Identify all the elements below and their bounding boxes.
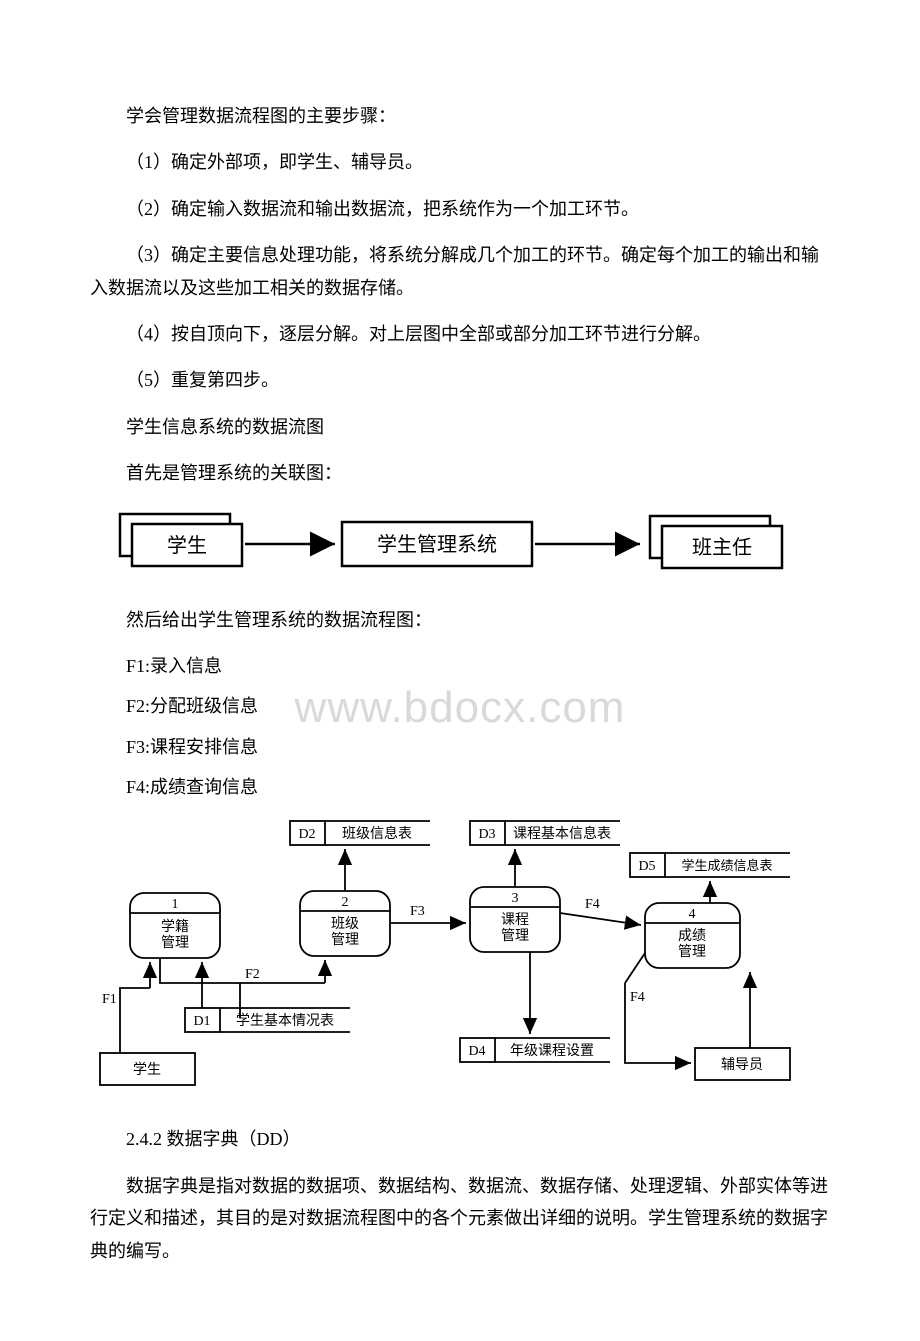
svg-text:课程基本信息表: 课程基本信息表 bbox=[513, 825, 611, 842]
svg-text:2: 2 bbox=[342, 895, 349, 910]
svg-text:成绩: 成绩 bbox=[678, 928, 706, 944]
datastore-d3: D3 课程基本信息表 bbox=[470, 821, 620, 845]
context-node-system: 学生管理系统 bbox=[377, 533, 497, 556]
flow-f2-label: F2:分配班级信息 bbox=[90, 690, 830, 722]
datastore-d5: D5 学生成绩信息表 bbox=[630, 853, 790, 877]
svg-text:学生成绩信息表: 学生成绩信息表 bbox=[681, 858, 772, 873]
svg-text:D5: D5 bbox=[638, 859, 655, 874]
step-1: （1）确定外部项，即学生、辅导员。 bbox=[90, 146, 830, 178]
section-title-dd: 2.4.2 数据字典（DD） bbox=[90, 1123, 830, 1155]
svg-text:管理: 管理 bbox=[331, 932, 359, 948]
dfd-diagram: D2 班级信息表 D3 课程基本信息表 D5 学生成绩信息表 1 学籍 bbox=[90, 813, 830, 1103]
context-diagram: 学生 学生管理系统 班主任 bbox=[110, 504, 810, 584]
process-1: 1 学籍 管理 bbox=[130, 893, 220, 958]
svg-text:F4: F4 bbox=[585, 897, 600, 912]
dfd-intro: 然后给出学生管理系统的数据流程图： bbox=[90, 604, 830, 636]
context-diagram-intro: 首先是管理系统的关联图： bbox=[90, 457, 830, 489]
flow-f4-label: F4:成绩查询信息 bbox=[90, 771, 830, 803]
svg-text:4: 4 bbox=[689, 907, 696, 922]
svg-text:管理: 管理 bbox=[161, 935, 189, 951]
step-4: （4）按自顶向下，逐层分解。对上层图中全部或部分加工环节进行分解。 bbox=[90, 318, 830, 350]
svg-text:F4: F4 bbox=[630, 990, 645, 1005]
svg-text:班级信息表: 班级信息表 bbox=[342, 825, 412, 842]
svg-text:学生基本情况表: 学生基本情况表 bbox=[236, 1012, 334, 1029]
svg-text:课程: 课程 bbox=[501, 912, 529, 928]
svg-text:D1: D1 bbox=[193, 1014, 210, 1029]
external-student: 学生 bbox=[100, 1053, 195, 1085]
step-2: （2）确定输入数据流和输出数据流，把系统作为一个加工环节。 bbox=[90, 193, 830, 225]
svg-text:D4: D4 bbox=[468, 1044, 485, 1059]
datastore-d2: D2 班级信息表 bbox=[290, 821, 430, 845]
paragraph-intro: 学会管理数据流程图的主要步骤： bbox=[90, 100, 830, 132]
external-counselor: 辅导员 bbox=[695, 1048, 790, 1080]
svg-text:管理: 管理 bbox=[501, 928, 529, 944]
process-3: 3 课程 管理 bbox=[470, 887, 560, 952]
svg-text:F1: F1 bbox=[102, 992, 117, 1007]
svg-text:辅导员: 辅导员 bbox=[721, 1057, 763, 1073]
section-title-dataflow: 学生信息系统的数据流图 bbox=[90, 411, 830, 443]
context-node-student: 学生 bbox=[167, 534, 207, 557]
svg-text:D3: D3 bbox=[478, 827, 495, 842]
svg-text:D2: D2 bbox=[298, 827, 315, 842]
step-5: （5）重复第四步。 bbox=[90, 364, 830, 396]
svg-text:1: 1 bbox=[172, 897, 179, 912]
svg-text:F3: F3 bbox=[410, 904, 425, 919]
flow-f3-label: F3:课程安排信息 bbox=[90, 731, 830, 763]
svg-text:学籍: 学籍 bbox=[161, 918, 189, 935]
step-3: （3）确定主要信息处理功能，将系统分解成几个加工的环节。确定每个加工的输出和输入… bbox=[90, 239, 830, 304]
svg-text:管理: 管理 bbox=[678, 944, 706, 960]
svg-text:班级: 班级 bbox=[331, 916, 359, 932]
process-4: 4 成绩 管理 bbox=[645, 903, 740, 968]
flow-f1-label: F1:录入信息 bbox=[90, 650, 830, 682]
datastore-d1: D1 学生基本情况表 bbox=[185, 1008, 350, 1032]
svg-text:F2: F2 bbox=[245, 967, 260, 982]
context-node-teacher: 班主任 bbox=[692, 536, 752, 559]
svg-text:年级课程设置: 年级课程设置 bbox=[510, 1043, 594, 1059]
svg-text:3: 3 bbox=[512, 891, 519, 906]
dd-description: 数据字典是指对数据的数据项、数据结构、数据流、数据存储、处理逻辑、外部实体等进行… bbox=[90, 1170, 830, 1267]
process-2: 2 班级 管理 bbox=[300, 891, 390, 956]
datastore-d4: D4 年级课程设置 bbox=[460, 1038, 610, 1062]
svg-text:学生: 学生 bbox=[133, 1062, 161, 1078]
